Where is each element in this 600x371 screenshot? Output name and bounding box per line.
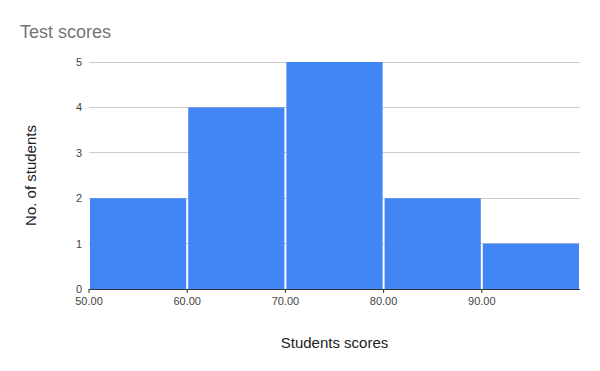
x-tick bbox=[481, 289, 482, 293]
y-axis-label: No. of students bbox=[22, 125, 39, 226]
x-axis-label: Students scores bbox=[281, 334, 389, 351]
chart-svg: Test scores 0 1 2 3 4 5 50.00 60.00 70.00 80.00 90.… bbox=[0, 0, 600, 371]
y-tick-label: 2 bbox=[76, 192, 82, 204]
bar bbox=[90, 198, 186, 289]
y-tick-label: 4 bbox=[76, 101, 82, 113]
y-tick-label: 5 bbox=[76, 56, 82, 68]
y-tick-label: 0 bbox=[76, 283, 82, 295]
bar bbox=[286, 62, 382, 289]
x-tick-label: 60.00 bbox=[173, 295, 201, 307]
x-tick-label: 50.00 bbox=[75, 295, 103, 307]
x-axis-line bbox=[89, 289, 580, 290]
bar bbox=[385, 198, 481, 289]
chart-container: Test scores 0 1 2 3 4 5 50.00 60.00 70.00 80.00 90.… bbox=[0, 0, 600, 371]
bar bbox=[188, 107, 284, 289]
x-tick-label: 70.00 bbox=[272, 295, 300, 307]
x-tick bbox=[89, 289, 90, 293]
x-tick bbox=[285, 289, 286, 293]
x-tick-label: 80.00 bbox=[370, 295, 398, 307]
x-tick bbox=[383, 289, 384, 293]
title: Test scores bbox=[20, 22, 111, 42]
y-tick-label: 3 bbox=[76, 147, 82, 159]
bars bbox=[90, 62, 579, 289]
background bbox=[0, 0, 600, 371]
y-tick-label: 1 bbox=[76, 238, 82, 250]
bar bbox=[483, 244, 579, 289]
x-tick bbox=[187, 289, 188, 293]
x-tick-label: 90.00 bbox=[468, 295, 496, 307]
